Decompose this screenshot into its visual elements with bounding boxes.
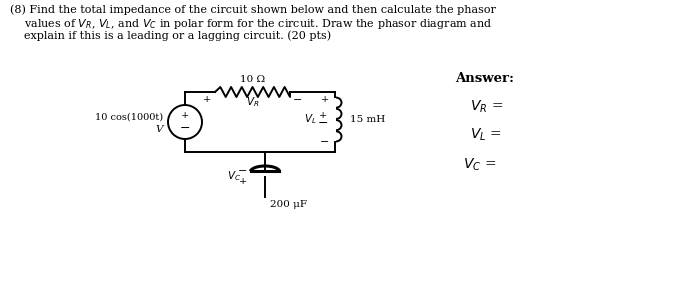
Text: −: − xyxy=(320,137,330,147)
Text: 10 cos(1000t): 10 cos(1000t) xyxy=(95,113,163,122)
Text: $V_L$: $V_L$ xyxy=(305,113,317,126)
Text: values of $V_R$, $V_L$, and $V_C$ in polar form for the circuit. Draw the phasor: values of $V_R$, $V_L$, and $V_C$ in pol… xyxy=(10,17,492,31)
Text: +: + xyxy=(321,95,329,104)
Text: V: V xyxy=(156,125,163,135)
Text: −: − xyxy=(180,122,191,135)
Text: 200 μF: 200 μF xyxy=(270,200,307,209)
Text: (8) Find the total impedance of the circuit shown below and then calculate the p: (8) Find the total impedance of the circ… xyxy=(10,4,496,15)
Text: Answer:: Answer: xyxy=(455,72,514,85)
Text: +: + xyxy=(181,111,189,120)
Text: +: + xyxy=(319,111,327,120)
Text: $V_C$ =: $V_C$ = xyxy=(463,157,497,173)
Text: −: − xyxy=(238,166,247,176)
Text: −: − xyxy=(318,117,329,130)
Text: +: + xyxy=(239,177,247,186)
Text: $V_R$: $V_R$ xyxy=(246,95,260,109)
Text: 10 Ω: 10 Ω xyxy=(240,75,265,84)
Text: $V_R$ =: $V_R$ = xyxy=(470,99,503,115)
Text: $V_L$ =: $V_L$ = xyxy=(470,127,502,144)
Text: 15 mH: 15 mH xyxy=(350,115,385,124)
Text: +: + xyxy=(203,95,211,104)
Text: explain if this is a leading or a lagging circuit. (20 pts): explain if this is a leading or a laggin… xyxy=(10,30,331,41)
Text: $V_C$: $V_C$ xyxy=(227,169,241,183)
Text: −: − xyxy=(293,95,303,105)
